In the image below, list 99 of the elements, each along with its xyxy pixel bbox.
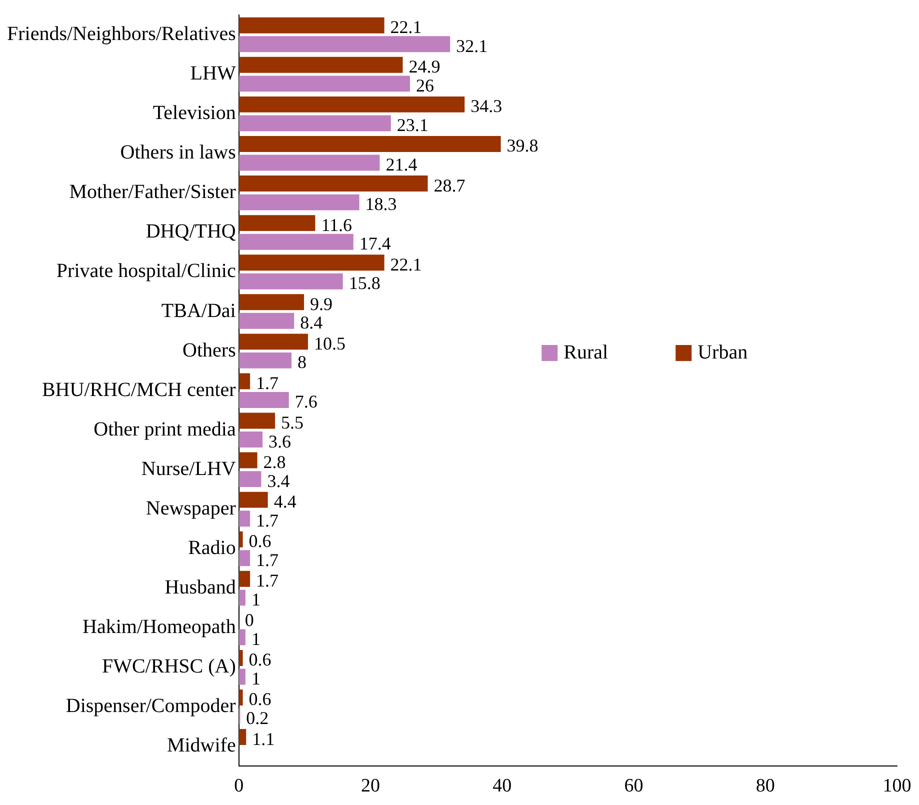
data-label: 15.8 bbox=[348, 273, 380, 294]
y-tick-label: Midwife bbox=[166, 734, 236, 757]
bar bbox=[238, 629, 246, 646]
data-label: 0.2 bbox=[246, 708, 269, 728]
bar bbox=[238, 96, 465, 112]
bar bbox=[238, 56, 403, 73]
data-label: 22.1 bbox=[390, 254, 422, 274]
bar bbox=[238, 432, 263, 448]
bar bbox=[238, 392, 289, 408]
bar bbox=[238, 590, 246, 606]
bar bbox=[238, 136, 501, 152]
bar bbox=[238, 17, 384, 34]
bar bbox=[238, 452, 258, 468]
y-tick-label: LHW bbox=[190, 62, 236, 85]
x-tick-label: 80 bbox=[756, 776, 775, 797]
data-label: 1 bbox=[251, 589, 260, 610]
data-label: 28.7 bbox=[434, 175, 466, 196]
bar bbox=[238, 531, 243, 548]
data-label: 8 bbox=[298, 352, 307, 372]
data-label: 1.7 bbox=[256, 570, 279, 591]
data-label: 26 bbox=[416, 75, 434, 96]
data-label: 9.9 bbox=[310, 294, 333, 314]
bar bbox=[238, 273, 343, 290]
legend-label: Urban bbox=[698, 341, 748, 364]
data-label: 39.8 bbox=[506, 136, 538, 156]
data-label: 4.4 bbox=[274, 492, 296, 512]
bar bbox=[238, 294, 304, 310]
data-label: 17.4 bbox=[359, 234, 391, 254]
y-tick-label: Hakim/Homeopath bbox=[82, 616, 236, 638]
bar bbox=[238, 471, 262, 488]
x-tick-label: 0 bbox=[234, 776, 244, 797]
bar bbox=[238, 36, 450, 52]
bar bbox=[238, 412, 276, 429]
data-label: 1.7 bbox=[256, 510, 279, 530]
bar bbox=[238, 115, 391, 132]
x-tick-label: 40 bbox=[492, 776, 512, 797]
bar bbox=[238, 373, 250, 390]
y-tick-label: Friends/Neighbors/Relatives bbox=[7, 23, 236, 46]
y-tick-label: Others in laws bbox=[120, 142, 236, 164]
bar bbox=[238, 254, 384, 271]
bar bbox=[238, 492, 268, 508]
data-label: 0 bbox=[244, 610, 254, 630]
bar bbox=[238, 550, 250, 566]
data-label: 21.4 bbox=[386, 154, 418, 175]
bar bbox=[238, 668, 246, 685]
y-tick-label: Other print media bbox=[94, 418, 236, 440]
data-label: 34.3 bbox=[470, 96, 502, 116]
bar bbox=[238, 215, 316, 232]
data-label: 0.6 bbox=[248, 650, 272, 670]
bar bbox=[238, 194, 360, 210]
y-tick-label: Newspaper bbox=[146, 497, 236, 520]
x-tick-label: 20 bbox=[360, 776, 380, 797]
y-tick-label: TBA/Dai bbox=[161, 300, 236, 322]
y-tick-label: Mother/Father/Sister bbox=[69, 181, 236, 204]
data-label: 3.4 bbox=[267, 470, 290, 491]
bar bbox=[238, 510, 250, 527]
bar bbox=[238, 729, 246, 746]
bar bbox=[238, 312, 294, 329]
bar bbox=[238, 650, 243, 666]
bar bbox=[238, 154, 380, 171]
data-label: 5.5 bbox=[281, 412, 304, 432]
y-tick-label: DHQ/THQ bbox=[146, 220, 236, 243]
y-tick-label: Dispenser/Compoder bbox=[66, 695, 236, 718]
data-label: 23.1 bbox=[396, 114, 428, 135]
data-label: 1.7 bbox=[256, 372, 279, 393]
legend-label: Rural bbox=[564, 341, 608, 364]
data-label: 32.1 bbox=[456, 36, 488, 56]
x-tick-label: 100 bbox=[882, 776, 912, 797]
bar bbox=[238, 570, 250, 587]
data-label: 7.6 bbox=[294, 392, 318, 412]
data-label: 11.6 bbox=[321, 214, 352, 235]
y-tick-label: FWC/RHSC (A) bbox=[102, 656, 236, 678]
data-label: 1.1 bbox=[252, 728, 275, 749]
bar bbox=[238, 352, 292, 368]
data-label: 24.9 bbox=[408, 56, 440, 77]
data-label: 18.3 bbox=[365, 194, 397, 214]
data-label: 8.4 bbox=[300, 312, 323, 333]
data-label: 10.5 bbox=[314, 333, 346, 354]
y-tick-label: Television bbox=[152, 102, 236, 124]
data-label: 2.8 bbox=[263, 452, 286, 472]
data-label: 22.1 bbox=[390, 17, 422, 38]
data-label: 0.6 bbox=[248, 531, 272, 552]
y-tick-label: Others bbox=[182, 339, 236, 362]
bar bbox=[238, 176, 428, 192]
x-tick-label: 60 bbox=[624, 776, 644, 797]
y-tick-label: Private hospital/Clinic bbox=[56, 260, 236, 282]
y-tick-label: Nurse/LHV bbox=[141, 458, 236, 480]
data-label: 3.6 bbox=[268, 431, 292, 452]
bar bbox=[238, 690, 243, 706]
y-tick-label: BHU/RHC/MCH center bbox=[42, 378, 236, 401]
bar bbox=[238, 76, 410, 92]
data-label: 1.7 bbox=[256, 550, 279, 570]
data-label: 1 bbox=[251, 668, 260, 688]
bar bbox=[238, 334, 308, 350]
y-tick-label: Radio bbox=[188, 536, 236, 559]
data-label: 0.6 bbox=[248, 689, 272, 710]
bar bbox=[238, 234, 354, 250]
y-tick-label: Husband bbox=[164, 576, 236, 599]
data-label: 1 bbox=[251, 628, 260, 649]
